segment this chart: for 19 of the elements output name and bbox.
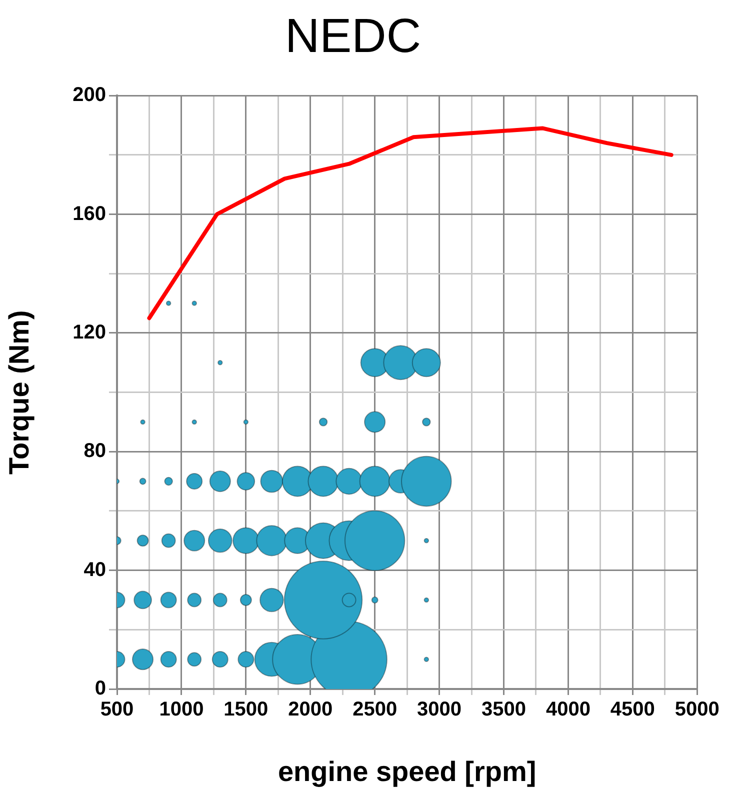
- y-tick-label: 40: [84, 558, 106, 581]
- y-axis-title: Torque (Nm): [4, 310, 35, 474]
- x-tick-label: 1500: [224, 698, 268, 721]
- x-tick-label: 2000: [288, 698, 333, 721]
- y-tick-label: 160: [72, 202, 106, 225]
- y-tick-label: 120: [72, 321, 106, 344]
- x-tick-label: 3500: [482, 698, 526, 721]
- x-tick-label: 4000: [546, 698, 590, 721]
- x-tick-label: 500: [100, 698, 134, 721]
- y-tick-label: 80: [84, 440, 106, 462]
- y-tick-label: 200: [72, 84, 106, 106]
- x-tick-label: 5000: [674, 698, 720, 721]
- x-axis-title: engine speed [rpm]: [278, 756, 536, 787]
- chart-title: NEDC: [284, 10, 422, 64]
- x-tick-label: 1000: [159, 698, 204, 721]
- x-tick-label: 2500: [352, 698, 398, 721]
- y-tick-label: 0: [94, 678, 106, 700]
- x-tick-label: 4500: [610, 698, 655, 721]
- x-tick-label: 3000: [417, 698, 462, 721]
